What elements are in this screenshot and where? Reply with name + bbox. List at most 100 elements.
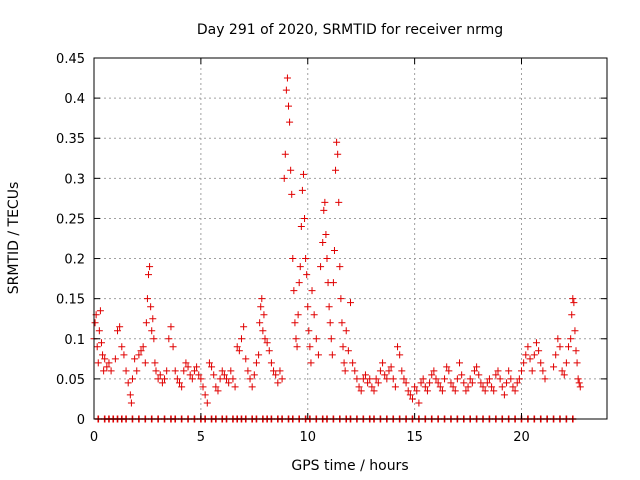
data-point [554,335,562,343]
x-tick-label: 0 [90,430,98,445]
data-point [197,375,205,383]
data-point [116,323,124,331]
data-point [449,383,457,391]
data-point [291,319,299,327]
data-point [91,319,99,327]
data-point [93,343,101,351]
data-point [492,371,500,379]
data-point [355,383,363,391]
data-point [558,367,566,375]
data-point [524,343,532,351]
data-point [169,343,177,351]
data-point [186,371,194,379]
data-point [163,367,171,375]
y-axis-ticks: 0 0.05 0.1 0.15 0.2 0.25 0.3 0.35 0.4 0.45 [56,52,607,428]
data-point [295,279,303,287]
data-point [248,383,256,391]
data-point [351,367,359,375]
data-point [299,170,307,178]
data-point [296,263,304,271]
data-point [334,150,342,158]
data-point [327,335,335,343]
data-point [220,371,228,379]
data-point [229,375,237,383]
data-point [385,367,393,375]
data-point [290,287,298,295]
data-point [404,387,412,395]
data-point [128,375,136,383]
data-point [297,222,305,230]
data-point [562,359,570,367]
data-point [485,375,493,383]
data-point [368,383,376,391]
data-point [411,383,419,391]
data-point [574,375,582,383]
data-point [135,351,143,359]
data-point [335,198,343,206]
data-point [498,383,506,391]
data-point [292,335,300,343]
data-point [569,295,577,303]
data-point [165,335,173,343]
data-point [347,299,354,307]
data-point [317,263,325,271]
data-point [344,347,352,355]
data-point [176,379,183,387]
data-point [528,367,536,375]
data-point [280,174,288,182]
data-point [306,343,314,351]
data-point [481,387,489,395]
data-point [244,367,252,375]
data-point [441,375,449,383]
data-point [550,363,558,371]
data-point [272,371,280,379]
data-point [537,359,545,367]
data-point [142,319,150,327]
data-point [101,355,109,363]
data-point [139,343,147,351]
data-points [90,74,584,407]
data-point [436,383,444,391]
data-point [298,186,306,194]
data-point [515,375,523,383]
data-point [180,367,188,375]
data-point [307,359,315,367]
data-point [190,367,198,375]
data-point [237,335,245,343]
data-point [208,363,216,371]
data-point [137,347,145,355]
data-point [488,383,496,391]
data-point [453,375,461,383]
data-point [408,395,416,403]
data-point [178,383,186,391]
data-point [105,359,113,367]
y-tick-label: 0.35 [56,132,85,147]
data-point [438,387,446,395]
data-point [312,335,320,343]
data-point [477,379,485,387]
data-point [151,359,159,367]
data-point [133,367,141,375]
data-point [288,190,296,198]
data-point [278,375,286,383]
data-point [147,303,155,311]
data-point [259,327,267,335]
data-point [120,351,128,359]
data-point [103,363,111,371]
data-point [575,379,583,387]
data-point [218,367,226,375]
data-point [426,379,434,387]
y-tick-label: 0 [77,413,85,428]
data-point [560,371,568,379]
data-point [285,102,293,110]
data-point [325,303,333,311]
data-point [341,367,349,375]
data-point [359,375,367,383]
data-point [225,379,233,387]
data-point [330,247,338,255]
data-point [235,347,243,355]
data-point [283,74,291,82]
data-point [406,391,414,399]
data-point [210,371,218,379]
